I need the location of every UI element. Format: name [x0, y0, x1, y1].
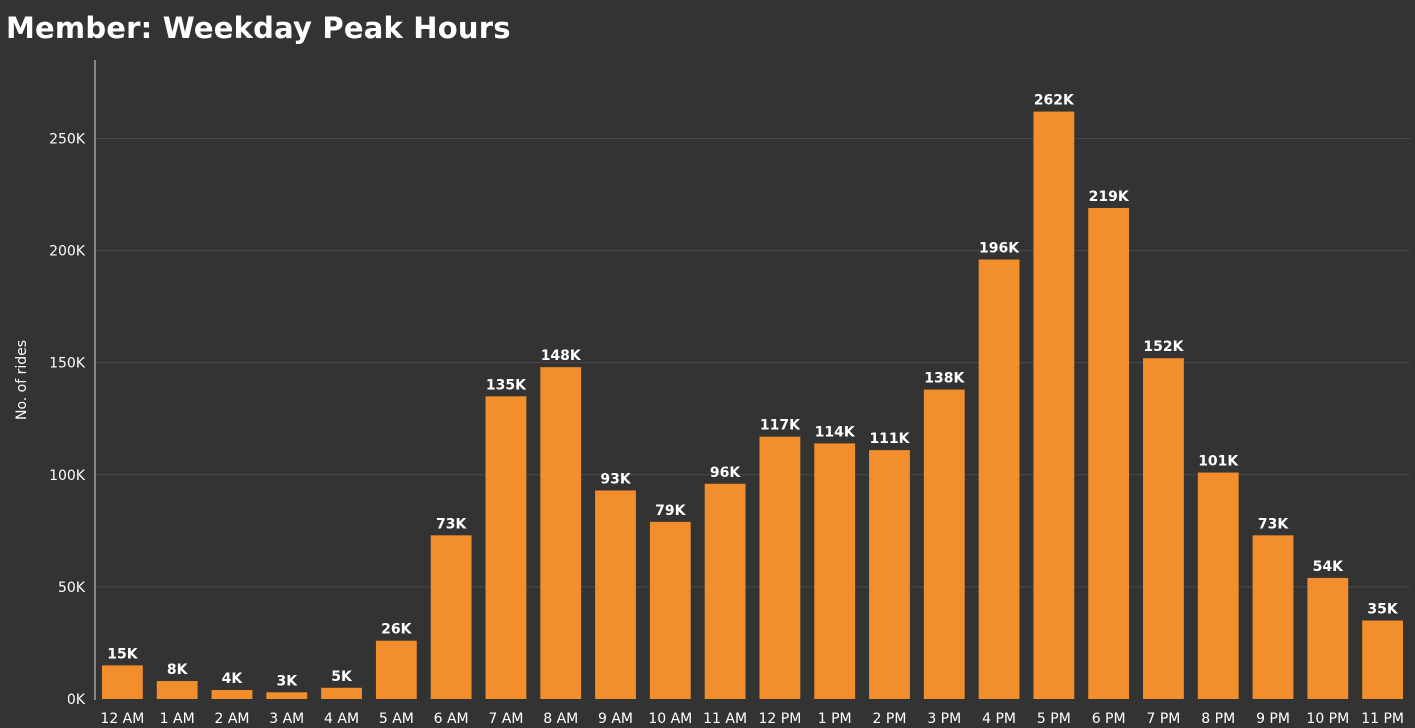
x-tick-label: 2 AM	[214, 711, 249, 727]
bar	[485, 396, 527, 699]
data-label: 35K	[1367, 602, 1398, 618]
bar	[649, 521, 691, 699]
gridlines	[95, 137, 1410, 588]
data-label: 117K	[760, 418, 801, 434]
y-axis-title: No. of rides	[14, 340, 30, 420]
x-tick-label: 1 PM	[818, 711, 852, 727]
data-label: 219K	[1089, 189, 1130, 205]
x-tick-label: 11 AM	[703, 711, 747, 727]
x-tick-label: 9 PM	[1256, 711, 1290, 727]
x-tick-label: 12 PM	[758, 711, 801, 727]
bar	[375, 640, 417, 699]
data-label: 196K	[979, 241, 1020, 257]
data-label: 54K	[1313, 559, 1344, 575]
x-tick-label: 7 AM	[488, 711, 523, 727]
bar	[266, 692, 308, 699]
bar	[759, 436, 801, 699]
bar	[1143, 358, 1184, 699]
bar	[869, 450, 910, 699]
data-label: 135K	[486, 377, 527, 393]
data-label: 262K	[1034, 93, 1075, 109]
y-tick-label: 200K	[49, 244, 86, 260]
data-label: 8K	[167, 662, 189, 678]
chart-title: Member: Weekday Peak Hours	[6, 11, 511, 45]
y-tick-label: 0K	[67, 692, 86, 708]
x-axis-ticks: 12 AM 1 AM 2 AM 3 AM 4 AM 5 AM 6 AM 7 AM 8 AM 9 A…	[100, 711, 1404, 727]
data-label: 138K	[924, 371, 965, 387]
data-label: 73K	[1258, 516, 1289, 532]
x-tick-label: 8 AM	[543, 711, 578, 727]
x-tick-label: 9 AM	[598, 711, 633, 727]
y-tick-label: 150K	[49, 356, 86, 372]
x-tick-label: 7 PM	[1146, 711, 1180, 727]
bar	[321, 687, 362, 699]
bar	[595, 490, 636, 699]
x-tick-label: 3 AM	[269, 711, 304, 727]
data-label: 152K	[1143, 339, 1184, 355]
bar	[923, 389, 965, 699]
y-tick-label: 250K	[49, 131, 86, 147]
x-tick-label: 11 PM	[1361, 711, 1404, 727]
y-axis-ticks: 0K 50K 100K 150K 200K 250K	[49, 131, 86, 708]
data-label: 73K	[436, 516, 467, 532]
bar	[101, 665, 143, 699]
data-label: 101K	[1198, 454, 1239, 470]
y-tick-label: 100K	[49, 468, 86, 484]
bar	[211, 690, 253, 699]
x-tick-label: 2 PM	[873, 711, 907, 727]
x-tick-label: 4 AM	[324, 711, 359, 727]
bars	[101, 111, 1404, 699]
data-label: 26K	[381, 622, 412, 638]
data-label: 3K	[276, 673, 298, 689]
data-label: 5K	[331, 669, 353, 685]
x-tick-label: 6 PM	[1092, 711, 1126, 727]
data-label: 4K	[222, 671, 244, 687]
data-label: 148K	[541, 348, 582, 364]
bar	[1088, 207, 1130, 699]
bar	[156, 681, 198, 699]
data-label: 93K	[600, 471, 631, 487]
bar	[814, 443, 856, 699]
x-tick-label: 10 AM	[648, 711, 692, 727]
bar	[430, 535, 472, 699]
bar	[704, 483, 746, 699]
x-tick-label: 3 PM	[927, 711, 961, 727]
y-tick-label: 50K	[58, 580, 86, 596]
bar	[1033, 111, 1075, 699]
x-tick-label: 4 PM	[982, 711, 1016, 727]
bar	[540, 367, 582, 699]
x-tick-label: 5 AM	[379, 711, 414, 727]
x-tick-label: 1 AM	[160, 711, 195, 727]
bar	[1197, 472, 1239, 699]
data-labels: 15K 8K 4K 3K 5K 26K 73K 135K 148K 93K 79K 96K 117K 11…	[107, 93, 1399, 690]
x-tick-label: 6 AM	[434, 711, 469, 727]
data-label: 111K	[869, 431, 910, 447]
data-label: 114K	[815, 424, 856, 440]
bar	[1252, 535, 1294, 699]
x-tick-label: 5 PM	[1037, 711, 1071, 727]
x-tick-label: 8 PM	[1201, 711, 1235, 727]
bar	[978, 259, 1020, 699]
data-label: 15K	[107, 646, 138, 662]
x-tick-label: 12 AM	[100, 711, 144, 727]
bar	[1362, 620, 1404, 699]
data-label: 79K	[655, 503, 686, 519]
data-label: 96K	[710, 465, 741, 481]
x-tick-label: 10 PM	[1306, 711, 1349, 727]
bar	[1307, 577, 1349, 699]
